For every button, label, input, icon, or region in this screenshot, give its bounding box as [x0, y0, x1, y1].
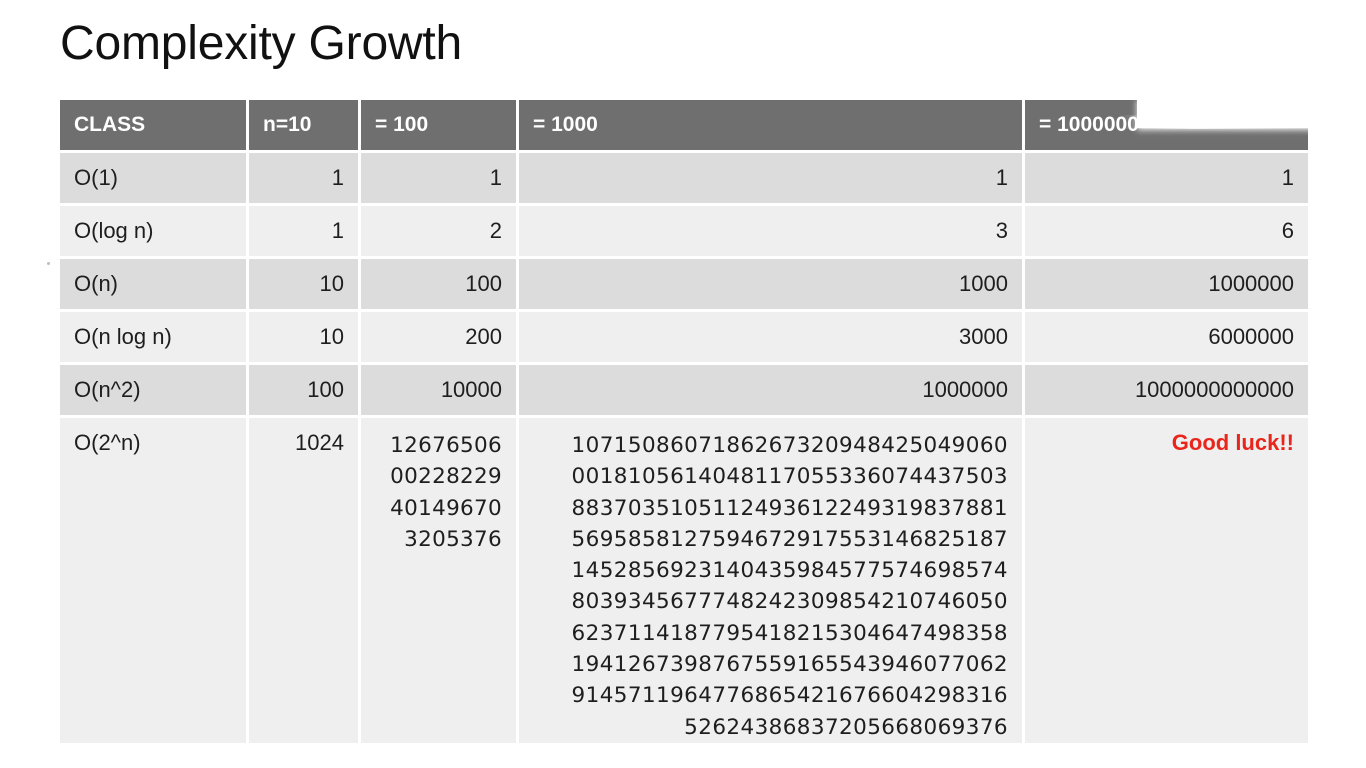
header-class: CLASS: [60, 100, 246, 150]
table-row: O(log n) 1 2 3 6: [60, 206, 1308, 256]
cell-n1000: 3: [519, 206, 1022, 256]
cell-n1000: 1000000: [519, 365, 1022, 415]
table-row: O(1) 1 1 1 1: [60, 153, 1308, 203]
cell-class: O(n): [60, 259, 246, 309]
cell-n1000000: 1000000: [1025, 259, 1308, 309]
cell-n1000: 1000: [519, 259, 1022, 309]
cell-n1000: 1071508607186267320948425049060 00181056…: [519, 418, 1022, 743]
two-pow-1000-value: 1071508607186267320948425049060 00181056…: [571, 433, 1008, 740]
cell-n10: 1: [249, 206, 358, 256]
cell-n100: 100: [361, 259, 516, 309]
table-row: O(n log n) 10 200 3000 6000000: [60, 312, 1308, 362]
cell-n10: 10: [249, 259, 358, 309]
cell-n100: 1: [361, 153, 516, 203]
cell-class: O(log n): [60, 206, 246, 256]
cell-n1000: 3000: [519, 312, 1022, 362]
two-pow-100-value: 12676506 00228229 40149670 3205376: [390, 433, 502, 552]
cell-n10: 10: [249, 312, 358, 362]
header-n100: = 100: [361, 100, 516, 150]
cell-class: O(n^2): [60, 365, 246, 415]
header-n10: n=10: [249, 100, 358, 150]
cell-n100: 10000: [361, 365, 516, 415]
cell-n1000000: 1: [1025, 153, 1308, 203]
good-luck-text: Good luck!!: [1171, 430, 1294, 455]
complexity-table: CLASS n=10 = 100 = 1000 = 1000000 O(1) 1…: [57, 97, 1311, 746]
slide-title: Complexity Growth: [60, 17, 463, 70]
table-row: O(n^2) 100 10000 1000000 1000000000000: [60, 365, 1308, 415]
cell-n100: 12676506 00228229 40149670 3205376: [361, 418, 516, 743]
cell-n1000000: 6000000: [1025, 312, 1308, 362]
stray-dot: [47, 262, 50, 265]
cell-n1000000: Good luck!!: [1025, 418, 1308, 743]
header-glitch-fade: [1120, 115, 1310, 129]
cell-class: O(n log n): [60, 312, 246, 362]
cell-n1000000: 6: [1025, 206, 1308, 256]
table-row: O(n) 10 100 1000 1000000: [60, 259, 1308, 309]
cell-n10: 100: [249, 365, 358, 415]
cell-class: O(1): [60, 153, 246, 203]
header-n1000: = 1000: [519, 100, 1022, 150]
cell-n100: 200: [361, 312, 516, 362]
table-row: O(2^n) 1024 12676506 00228229 40149670 3…: [60, 418, 1308, 743]
cell-n1000: 1: [519, 153, 1022, 203]
cell-n10: 1024: [249, 418, 358, 743]
cell-class: O(2^n): [60, 418, 246, 743]
cell-n100: 2: [361, 206, 516, 256]
cell-n10: 1: [249, 153, 358, 203]
cell-n1000000: 1000000000000: [1025, 365, 1308, 415]
